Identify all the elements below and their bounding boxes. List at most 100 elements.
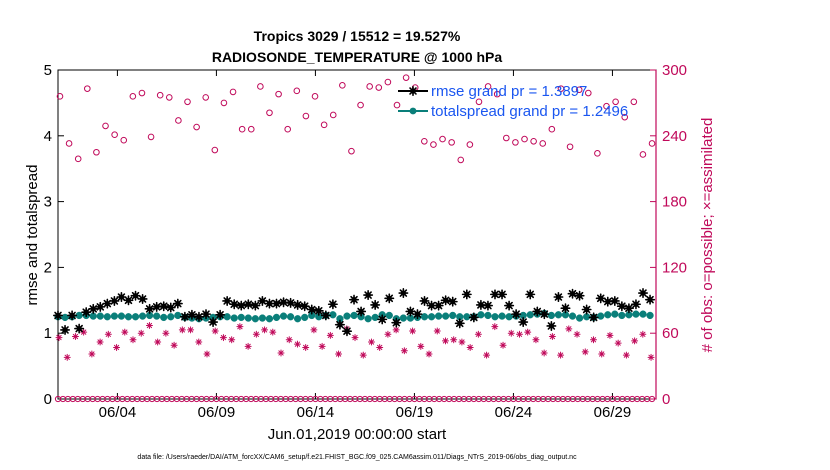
asterisk-stroke [603,297,612,306]
asterisk-stroke [159,302,168,310]
rmse-point [222,295,233,306]
obs-assimilated-point [647,353,655,361]
obs-assimilated-point [113,343,121,351]
asterisk-stroke [212,328,218,334]
asterisk-stroke [519,318,527,326]
asterisk-stroke [611,297,619,305]
rmse-point [236,300,247,311]
asterisk-stroke [589,313,598,322]
obs-assimilated-point [524,328,532,336]
asterisk-stroke [512,310,520,318]
asterisk-stroke [623,352,630,358]
asterisk-stroke [196,339,202,345]
asterisk-stroke [300,302,309,310]
asterisk-stroke [409,87,417,95]
obs-assimilated-point [639,330,647,338]
obs-assimilated-point [121,328,129,336]
asterisk-stroke [484,301,492,310]
rmse-point [447,296,458,307]
asterisk-stroke [124,296,133,305]
x-tick-label: 06/29 [594,404,632,421]
totalspread-point [223,313,231,321]
asterisk-stroke [202,310,210,318]
obs-possible-point [503,134,510,142]
obs-assimilated-point [367,338,375,346]
rmse-point [172,298,183,309]
asterisk-stroke [131,291,140,300]
obs-possible-point [484,83,492,90]
asterisk-stroke [237,323,243,330]
asterisk-stroke [491,290,499,299]
rmse-point [623,303,634,314]
asterisk-stroke [368,339,375,345]
asterisk-stroke [253,331,259,337]
rmse-point [123,295,134,306]
obs-possible-point [175,117,182,124]
asterisk-stroke [163,330,169,336]
asterisk-stroke [639,289,647,297]
obs-assimilated-point [433,327,441,335]
rmse-point [144,303,155,314]
obs-assimilated-point [211,327,219,335]
legend: rmse grand pr = 1.3897 totalspread grand… [398,83,628,120]
asterisk-stroke [470,313,478,322]
asterisk-stroke [286,337,292,343]
totalspread-point [618,311,626,320]
obs-possible-point [575,86,583,94]
rmse-point [137,293,148,304]
asterisk-stroke [278,350,284,356]
asterisk-stroke [195,312,203,321]
rmse-point [67,310,78,321]
obs-assimilated-point [154,338,162,346]
rmse-point [504,300,515,311]
rmse-point [81,307,92,318]
obs-possible-point [612,98,619,106]
obs-assimilated-point [565,325,573,333]
rmse-point [208,317,219,328]
rmse-point [391,317,402,328]
asterisk-stroke [327,332,333,339]
obs-possible-point [384,78,392,86]
asterisk-stroke [329,300,337,309]
totalspread-point [244,314,252,322]
obs-possible-point [630,98,638,106]
obs-assimilated-point [589,336,597,344]
totalspread-point [632,310,640,318]
asterisk-stroke [97,339,103,345]
asterisk-stroke [385,331,391,337]
asterisk-stroke [61,326,69,334]
totalspread-point [174,311,182,320]
asterisk-stroke [378,315,386,324]
rmse-point [130,290,141,301]
asterisk-stroke [399,289,408,297]
asterisk-stroke [568,289,577,298]
rmse-point [630,299,641,310]
totalspread-point [427,313,436,321]
obs-possible-point [539,140,547,147]
obs-assimilated-point [573,330,581,338]
rmse-point [560,303,571,314]
rmse-point [165,302,176,313]
right-tick-label: 120 [662,259,687,276]
asterisk-stroke [526,290,535,299]
totalspread-point [329,311,337,319]
obs-possible-point [165,94,173,101]
obs-possible-point [302,112,310,120]
totalspread-point [96,312,104,320]
obs-possible-point [320,121,328,129]
y-axis-left-label: rmse and totalspread [24,165,41,306]
obs-possible-point [93,148,100,156]
obs-possible-point [275,90,282,98]
obs-assimilated-point [614,339,622,347]
x-tick-label: 06/04 [99,404,137,421]
obs-possible-point [603,102,610,110]
asterisk-stroke [533,337,539,343]
rmse-point [609,295,620,306]
asterisk-stroke [146,322,153,329]
asterisk-stroke [187,327,194,333]
totalspread-point [547,311,556,320]
totalspread-point [434,312,443,320]
obs-possible-point [293,87,301,95]
asterisk-stroke [229,337,235,343]
obs-assimilated-point [532,336,540,344]
